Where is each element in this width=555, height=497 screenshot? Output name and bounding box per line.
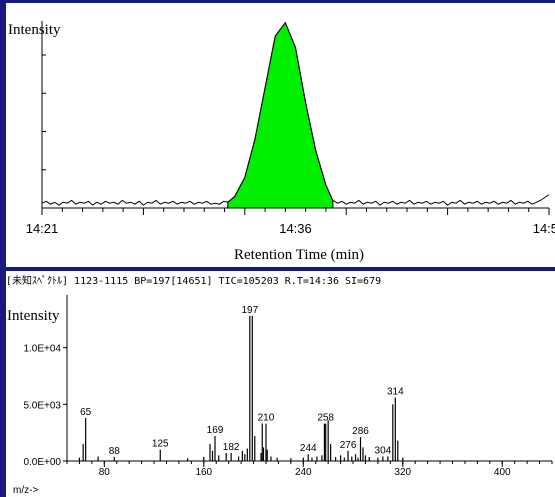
ms-x-tick-label: 320 <box>394 467 411 478</box>
chrom-x-tick-label: 14:21 <box>26 221 59 236</box>
chrom-x-tick-label: 14:36 <box>279 221 312 236</box>
chromatogram-panel: Intensity Retention Time (min) 14:21 14:3… <box>6 3 555 267</box>
mass-spectrum-panel: [未知ｽﾍﾟｸﾄﾙ] 1123-1115 BP=197[14651] TIC=1… <box>6 271 555 497</box>
ms-peak-label: 197 <box>241 305 258 316</box>
ms-ylabel: Intensity <box>7 308 60 324</box>
chrom-xlabel: Retention Time (min) <box>234 247 364 263</box>
spectrum-header: [未知ｽﾍﾟｸﾄﾙ] 1123-1115 BP=197[14651] TIC=1… <box>6 274 381 287</box>
ms-peak-label: 258 <box>317 413 334 424</box>
chromatogram-chart: Intensity Retention Time (min) 14:21 14:3… <box>8 21 555 263</box>
chrom-ylabel: Intensity <box>8 22 61 38</box>
ms-peak-label: 286 <box>352 426 369 437</box>
ms-peak-label: 210 <box>258 413 275 424</box>
ms-peak-label: 276 <box>340 440 357 451</box>
ms-peak-label: 314 <box>387 387 404 398</box>
ms-x-tick-label: 80 <box>99 467 111 478</box>
ms-peak-label: 125 <box>152 439 169 450</box>
ms-x-tick-label: 240 <box>295 467 312 478</box>
mass-spectrum-chart: [未知ｽﾍﾟｸﾄﾙ] 1123-1115 BP=197[14651] TIC=1… <box>6 274 553 496</box>
ms-xlabel: m/z-> <box>13 485 38 496</box>
chrom-trace-line <box>41 21 550 206</box>
ms-peak-label: 182 <box>223 442 240 453</box>
chrom-x-tick-label: 14:51 <box>533 221 555 236</box>
ms-peak-label: 304 <box>375 445 392 456</box>
ms-y-tick-label: 0.0E+00 <box>23 457 61 468</box>
ms-y-tick-label: 1.0E+04 <box>23 344 61 355</box>
ms-peak-label: 169 <box>207 425 224 436</box>
ms-peak-label: 88 <box>109 446 121 457</box>
ms-x-tick-label: 400 <box>494 467 511 478</box>
ms-x-tick-label: 160 <box>195 467 212 478</box>
ms-peak-label: 244 <box>300 443 317 454</box>
ms-y-tick-label: 5.0E+03 <box>23 400 61 411</box>
ms-peak-label: 65 <box>80 407 92 418</box>
